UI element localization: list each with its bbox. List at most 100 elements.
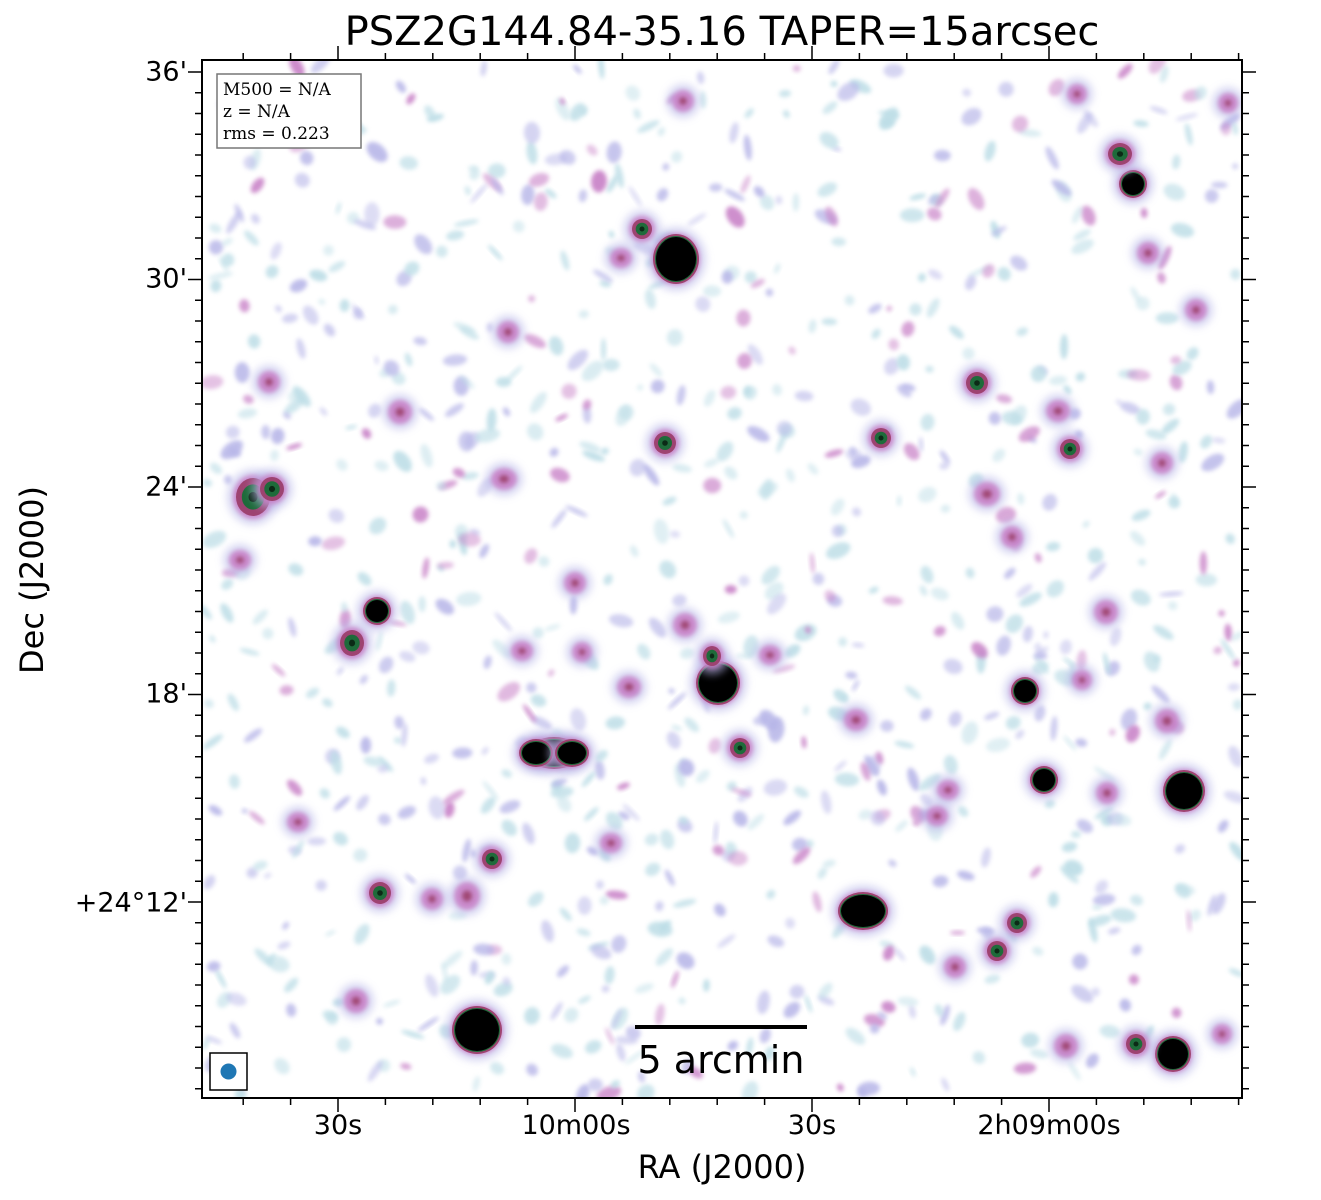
noise-blob xyxy=(449,539,457,549)
noise-blob xyxy=(1042,493,1058,511)
noise-blob xyxy=(746,1037,754,1056)
noise-blob xyxy=(1133,120,1149,127)
noise-blob xyxy=(549,447,559,457)
noise-blob xyxy=(907,767,920,792)
noise-blob xyxy=(383,360,400,377)
noise-blob xyxy=(894,740,915,749)
source-core xyxy=(558,742,586,764)
noise-blob xyxy=(401,723,408,747)
noise-blob xyxy=(399,651,416,662)
noise-blob xyxy=(1061,841,1078,853)
noise-blob xyxy=(845,671,858,680)
noise-blob xyxy=(1015,729,1025,740)
noise-blob xyxy=(1094,806,1114,820)
noise-blob xyxy=(202,604,212,620)
noise-blob xyxy=(595,749,608,762)
noise-blob xyxy=(1131,944,1142,956)
noise-blob xyxy=(308,536,322,547)
noise-blob xyxy=(1005,614,1024,633)
source-faint-core xyxy=(265,378,273,386)
noise-blob xyxy=(1030,1049,1049,1059)
noise-blob xyxy=(262,627,274,640)
noise-blob xyxy=(366,141,388,163)
noise-blob xyxy=(617,782,630,790)
noise-blob xyxy=(208,805,223,816)
noise-blob xyxy=(479,543,490,559)
source-faint-core xyxy=(933,812,941,820)
source-faint-core xyxy=(1192,306,1200,314)
noise-blob xyxy=(446,230,465,241)
noise-blob xyxy=(765,288,774,297)
noise-blob xyxy=(367,1060,383,1082)
noise-blob xyxy=(374,355,379,365)
noise-blob xyxy=(668,688,675,694)
noise-blob xyxy=(1063,385,1072,395)
noise-blob xyxy=(934,149,951,162)
noise-blob xyxy=(491,177,504,196)
noise-blob xyxy=(917,273,926,282)
noise-blob xyxy=(909,193,926,201)
noise-blob xyxy=(1130,589,1151,606)
noise-blob xyxy=(582,405,592,424)
source-core xyxy=(841,895,885,927)
noise-blob xyxy=(809,552,815,574)
noise-blob xyxy=(1115,399,1122,405)
noise-blob xyxy=(1088,917,1098,943)
noise-blob xyxy=(738,575,750,587)
noise-blob xyxy=(482,780,499,801)
noise-blob xyxy=(1233,659,1240,667)
noise-blob xyxy=(1155,312,1179,324)
noise-blob xyxy=(294,172,310,188)
info-m500: M500 = N/A xyxy=(223,80,332,100)
noise-blob xyxy=(361,428,372,439)
noise-blob xyxy=(727,1040,739,1051)
source-faint-core xyxy=(951,963,959,971)
source-faint-core xyxy=(1158,459,1166,467)
noise-blob xyxy=(422,557,430,579)
noise-blob xyxy=(577,896,592,915)
noise-blob xyxy=(544,153,567,166)
noise-blob xyxy=(321,536,346,551)
source-faint-core xyxy=(1103,789,1111,797)
noise-blob xyxy=(582,399,592,410)
noise-blob xyxy=(274,305,282,313)
noise-blob xyxy=(1046,580,1064,598)
noise-blob xyxy=(791,837,808,852)
noise-blob xyxy=(487,244,503,261)
noise-blob xyxy=(939,450,950,464)
source-faint-core xyxy=(617,254,625,262)
noise-blob xyxy=(792,65,801,72)
source-faint-core xyxy=(395,407,405,417)
noise-blob xyxy=(637,384,644,391)
info-box: M500 = N/A z = N/A rms = 0.223 xyxy=(216,73,362,149)
noise-blob xyxy=(788,346,796,355)
noise-blob xyxy=(1063,859,1084,876)
noise-blob xyxy=(671,725,683,731)
tick-marks xyxy=(188,46,1256,1112)
noise-blob xyxy=(412,641,430,655)
noise-blob xyxy=(857,1087,868,1098)
noise-blob xyxy=(1151,685,1170,704)
noise-blob xyxy=(499,800,521,814)
noise-blob xyxy=(445,403,464,417)
source-core xyxy=(656,237,696,281)
noise-blob xyxy=(834,760,847,772)
noise-blob xyxy=(452,747,473,759)
plot-frame xyxy=(201,59,1243,1099)
noise-blob xyxy=(659,560,677,579)
noise-blob xyxy=(930,587,949,601)
noise-blob xyxy=(435,245,448,258)
noise-blob xyxy=(319,788,330,799)
source-faint-core xyxy=(1008,533,1016,541)
noise-blob xyxy=(1120,708,1138,731)
noise-blob xyxy=(461,472,479,480)
noise-blob xyxy=(436,481,447,491)
noise-blob xyxy=(252,609,268,625)
noise-blob xyxy=(356,795,369,811)
noise-blob xyxy=(833,689,849,704)
noise-blob xyxy=(812,572,825,585)
noise-blob xyxy=(1034,552,1042,563)
noise-blob xyxy=(469,167,480,180)
noise-blob xyxy=(680,647,694,659)
noise-blob xyxy=(605,890,628,900)
